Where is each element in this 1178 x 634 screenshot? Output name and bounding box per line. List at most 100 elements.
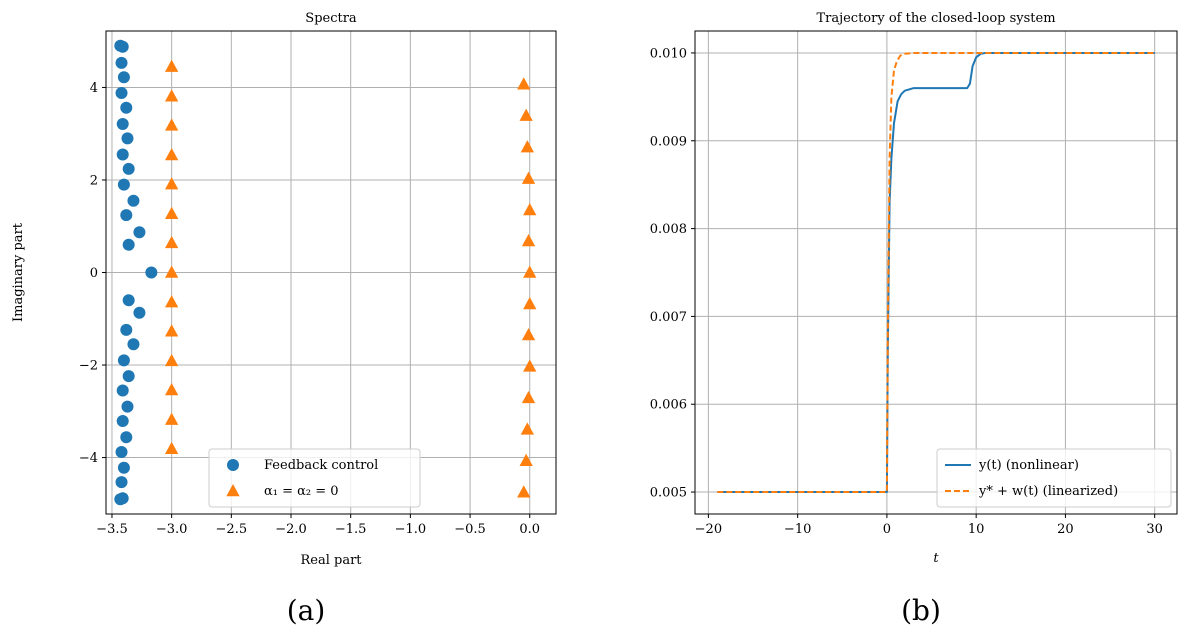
ticks-a: −3.5 −3.0 −2.5 −2.0 −1.5 −1.0 −0.5 0.0 −4 −2 0 2 4 — [79, 81, 540, 537]
point-feedback — [116, 117, 129, 130]
point-feedback — [122, 370, 135, 383]
tick-label-x-b: −10 — [784, 522, 811, 537]
panel-label-a: (a) — [287, 594, 326, 627]
tick-label-x-a: −2.0 — [275, 522, 307, 537]
point-alpha-zero — [521, 390, 536, 404]
point-feedback — [120, 431, 133, 444]
line-linearized — [717, 52, 1155, 493]
point-alpha-zero — [164, 89, 179, 102]
tick-label-y-a: −2 — [79, 359, 98, 374]
tick-label-y-b: 0.005 — [650, 486, 687, 501]
tick-label-y-a: 2 — [90, 173, 98, 188]
legend-label-nonlinear: y(t) (nonlinear) — [978, 458, 1079, 473]
tick-label-x-b: 10 — [968, 522, 985, 537]
chart-trajectory: −20 −10 0 10 20 30 0.005 0.006 0.007 0.008 0.009 0.… — [650, 11, 1178, 627]
tick-label-x-a: −1.5 — [335, 522, 367, 537]
point-alpha-zero — [164, 206, 179, 219]
point-alpha-zero — [164, 383, 179, 396]
legend-label-linearized: y* + w(t) (linearized) — [978, 484, 1118, 499]
legend-a: Feedback control α₁ = α₂ = 0 — [208, 448, 421, 508]
tick-label-x-a: 0.0 — [519, 522, 540, 537]
tick-label-x-a: −1.0 — [395, 522, 427, 537]
chart-spectra: −3.5 −3.0 −2.5 −2.0 −1.5 −1.0 −0.5 0.0 −4 −2 0 2 4 S… — [11, 11, 557, 627]
point-alpha-zero — [517, 485, 531, 498]
point-feedback — [116, 384, 129, 397]
legend-box-a — [208, 448, 421, 508]
tick-label-y-b: 0.006 — [650, 398, 687, 413]
tick-label-y-a: −4 — [79, 451, 98, 466]
point-alpha-zero — [523, 203, 537, 216]
point-feedback — [127, 194, 140, 207]
x-axis-label-a: Real part — [300, 553, 362, 568]
point-feedback — [114, 39, 127, 52]
point-alpha-zero — [164, 265, 179, 278]
legend-marker-feedback — [227, 459, 239, 471]
ticks-b: −20 −10 0 10 20 30 0.005 0.006 0.007 0.008 0.009 0.… — [650, 46, 1163, 537]
point-feedback — [115, 56, 128, 69]
tick-label-y-b: 0.010 — [650, 46, 687, 61]
marks-a — [114, 39, 537, 506]
point-alpha-zero — [164, 118, 179, 131]
point-feedback — [117, 461, 130, 474]
x-axis-label-b: t — [933, 551, 939, 566]
point-alpha-zero — [521, 234, 536, 247]
tick-label-y-a: 0 — [90, 266, 98, 281]
point-feedback — [122, 294, 135, 307]
tick-label-x-a: −3.5 — [96, 522, 128, 537]
point-feedback — [133, 226, 146, 239]
tick-label-y-b: 0.007 — [650, 310, 687, 325]
point-alpha-zero — [523, 296, 537, 310]
point-feedback — [122, 238, 135, 251]
line-nonlinear — [717, 52, 1155, 493]
point-alpha-zero — [517, 77, 531, 90]
point-feedback — [115, 476, 128, 489]
point-alpha-zero — [519, 453, 533, 467]
point-feedback — [117, 71, 130, 84]
point-feedback — [116, 148, 129, 161]
tick-label-x-b: 30 — [1146, 522, 1163, 537]
point-feedback — [120, 209, 133, 222]
tick-label-x-a: −3.0 — [156, 522, 188, 537]
chart-title-b: Trajectory of the closed-loop system — [816, 11, 1055, 26]
legend-label-feedback: Feedback control — [264, 458, 378, 473]
tick-label-x-a: −2.5 — [216, 522, 248, 537]
point-alpha-zero — [164, 441, 179, 455]
point-feedback — [116, 415, 129, 428]
chart-title-a: Spectra — [305, 11, 357, 26]
point-alpha-zero — [164, 353, 179, 367]
tick-label-y-a: 4 — [90, 81, 98, 96]
legend-label-alpha: α₁ = α₂ = 0 — [264, 484, 339, 499]
panel-label-b: (b) — [901, 594, 941, 627]
tick-label-x-a: −0.5 — [454, 522, 486, 537]
point-alpha-zero — [519, 108, 533, 121]
grid-b — [695, 31, 1177, 514]
point-alpha-zero — [164, 412, 179, 425]
plot-frame-b — [694, 30, 1178, 515]
point-alpha-zero — [164, 147, 179, 161]
point-alpha-zero — [520, 422, 535, 435]
point-feedback — [133, 306, 146, 319]
point-feedback — [117, 354, 130, 367]
point-feedback — [122, 162, 135, 175]
point-alpha-zero — [164, 324, 179, 337]
y-axis-label-a: Imaginary part — [11, 222, 26, 322]
point-alpha-zero — [523, 359, 537, 372]
point-feedback — [114, 493, 127, 506]
point-feedback — [145, 266, 158, 279]
legend-box-b — [936, 448, 1172, 508]
point-alpha-zero — [521, 171, 536, 184]
point-feedback — [117, 178, 130, 191]
point-feedback — [121, 132, 134, 145]
point-alpha-zero — [523, 265, 537, 278]
point-alpha-zero — [164, 295, 179, 308]
tick-label-x-b: 0 — [883, 522, 891, 537]
tick-label-x-b: 20 — [1057, 522, 1074, 537]
point-alpha-zero — [520, 140, 535, 153]
tick-label-x-b: −20 — [695, 522, 722, 537]
legend-b: y(t) (nonlinear) y* + w(t) (linearized) — [936, 448, 1172, 508]
point-feedback — [121, 400, 134, 413]
point-alpha-zero — [164, 235, 179, 249]
marks-b — [717, 52, 1155, 493]
tick-label-y-b: 0.008 — [650, 222, 687, 237]
